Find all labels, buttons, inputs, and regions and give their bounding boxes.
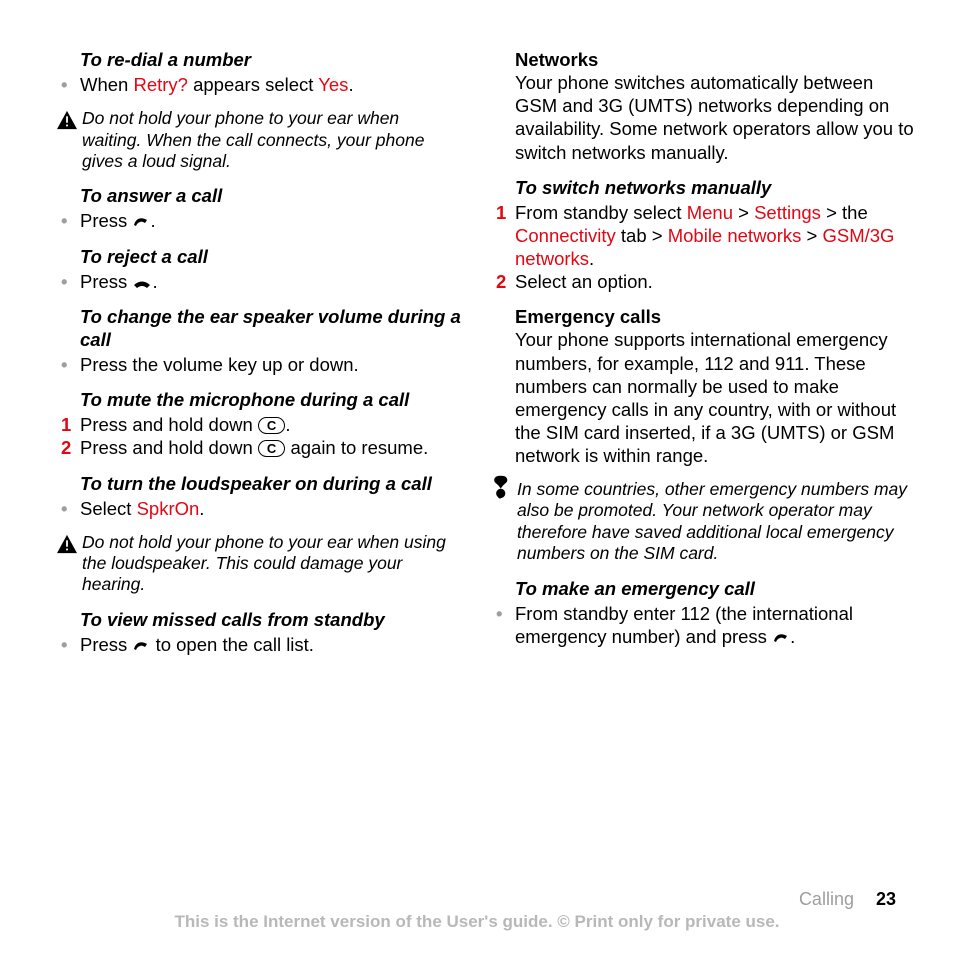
text: . xyxy=(285,414,290,435)
step-text: Press the volume key up or down. xyxy=(80,353,461,376)
ui-reference: Mobile networks xyxy=(668,225,802,246)
text: . xyxy=(152,271,157,292)
text: . xyxy=(790,626,795,647)
bullet-icon: • xyxy=(40,73,80,96)
list-item: • Press the volume key up or down. xyxy=(40,353,461,376)
list-item: 1 From standby select Menu > Settings > … xyxy=(493,201,914,270)
ui-reference: Menu xyxy=(687,202,733,223)
page-number: 23 xyxy=(876,889,896,909)
bullet-icon: • xyxy=(40,209,80,232)
heading-make-emergency: To make an emergency call xyxy=(515,577,914,600)
page-body: To re-dial a number • When Retry? appear… xyxy=(0,0,954,656)
step-text: Select SpkrOn. xyxy=(80,497,461,520)
text: tab > xyxy=(616,225,668,246)
list-item: 2 Press and hold down C again to resume. xyxy=(40,436,461,459)
step-text: When Retry? appears select Yes. xyxy=(80,73,461,96)
heading-switch-networks: To switch networks manually xyxy=(515,176,914,199)
step-text: Select an option. xyxy=(515,270,914,293)
text: Select xyxy=(80,498,137,519)
list-item: • Press to open the call list. xyxy=(40,633,461,656)
call-key-icon xyxy=(132,215,150,229)
list-item: • From standby enter 112 (the internatio… xyxy=(493,602,914,648)
text: > xyxy=(733,202,754,223)
ui-reference: Connectivity xyxy=(515,225,616,246)
warning-icon xyxy=(56,534,78,554)
list-item: • Press . xyxy=(40,209,461,232)
ui-reference: Settings xyxy=(754,202,821,223)
bullet-icon: • xyxy=(40,497,80,520)
bullet-icon: • xyxy=(493,602,515,625)
step-text: From standby select Menu > Settings > th… xyxy=(515,201,914,270)
step-text: Press . xyxy=(80,270,461,293)
text: . xyxy=(589,248,594,269)
call-key-icon xyxy=(132,639,150,653)
text: Press xyxy=(80,210,132,231)
body-text: Your phone supports international emerge… xyxy=(515,328,914,467)
ui-reference: Yes xyxy=(318,74,348,95)
text: From standby select xyxy=(515,202,687,223)
list-item: • Select SpkrOn. xyxy=(40,497,461,520)
end-key-icon xyxy=(132,278,152,290)
heading-reject: To reject a call xyxy=(80,245,461,268)
text: . xyxy=(150,210,155,231)
page-footer: Calling 23 This is the Internet version o… xyxy=(0,889,954,932)
body-text: Your phone switches automatically betwee… xyxy=(515,71,914,164)
step-number: 2 xyxy=(40,436,80,459)
warning-text: Do not hold your phone to your ear when … xyxy=(82,108,461,172)
step-text: Press and hold down C. xyxy=(80,413,461,436)
c-key-icon: C xyxy=(258,417,285,434)
heading-networks: Networks xyxy=(515,48,914,71)
text: to open the call list. xyxy=(150,634,314,655)
call-key-icon xyxy=(772,631,790,645)
warning-icon xyxy=(56,110,78,130)
step-number: 2 xyxy=(493,270,515,293)
text: When xyxy=(80,74,133,95)
text: > xyxy=(801,225,822,246)
heading-answer: To answer a call xyxy=(80,184,461,207)
text: again to resume. xyxy=(285,437,428,458)
heading-redial: To re-dial a number xyxy=(80,48,461,71)
step-number: 1 xyxy=(40,413,80,436)
heading-emergency: Emergency calls xyxy=(515,305,914,328)
step-text: From standby enter 112 (the internationa… xyxy=(515,602,914,648)
list-item: 1 Press and hold down C. xyxy=(40,413,461,436)
heading-volume: To change the ear speaker volume during … xyxy=(80,305,461,351)
list-item: 2 Select an option. xyxy=(493,270,914,293)
step-text: Press to open the call list. xyxy=(80,633,461,656)
text: > the xyxy=(821,202,868,223)
tip-icon: ❢• xyxy=(489,481,511,503)
ui-reference: Retry? xyxy=(133,74,188,95)
heading-loudspeaker: To turn the loudspeaker on during a call xyxy=(80,472,461,495)
section-name: Calling xyxy=(799,889,854,909)
text: Press xyxy=(80,271,132,292)
list-item: • When Retry? appears select Yes. xyxy=(40,73,461,96)
step-number: 1 xyxy=(493,201,515,224)
c-key-icon: C xyxy=(258,440,285,457)
heading-mute: To mute the microphone during a call xyxy=(80,388,461,411)
right-column: Networks Your phone switches automatical… xyxy=(493,48,914,656)
warning-note: Do not hold your phone to your ear when … xyxy=(40,108,461,172)
footer-section-page: Calling 23 xyxy=(0,889,954,910)
text: Press xyxy=(80,634,132,655)
footer-notice: This is the Internet version of the User… xyxy=(0,912,954,932)
heading-missed: To view missed calls from standby xyxy=(80,608,461,631)
text: From standby enter 112 (the internationa… xyxy=(515,603,853,647)
text: Press and hold down xyxy=(80,414,258,435)
warning-note: Do not hold your phone to your ear when … xyxy=(40,532,461,596)
step-text: Press . xyxy=(80,209,461,232)
bullet-icon: • xyxy=(40,270,80,293)
warning-text: Do not hold your phone to your ear when … xyxy=(82,532,461,596)
left-column: To re-dial a number • When Retry? appear… xyxy=(40,48,461,656)
step-text: Press and hold down C again to resume. xyxy=(80,436,461,459)
text: Press and hold down xyxy=(80,437,258,458)
bullet-icon: • xyxy=(40,633,80,656)
text: appears select xyxy=(188,74,318,95)
tip-text: In some countries, other emergency numbe… xyxy=(517,479,914,564)
text: . xyxy=(199,498,204,519)
ui-reference: SpkrOn xyxy=(137,498,200,519)
text: . xyxy=(348,74,353,95)
tip-note: ❢• In some countries, other emergency nu… xyxy=(493,479,914,564)
bullet-icon: • xyxy=(40,353,80,376)
list-item: • Press . xyxy=(40,270,461,293)
